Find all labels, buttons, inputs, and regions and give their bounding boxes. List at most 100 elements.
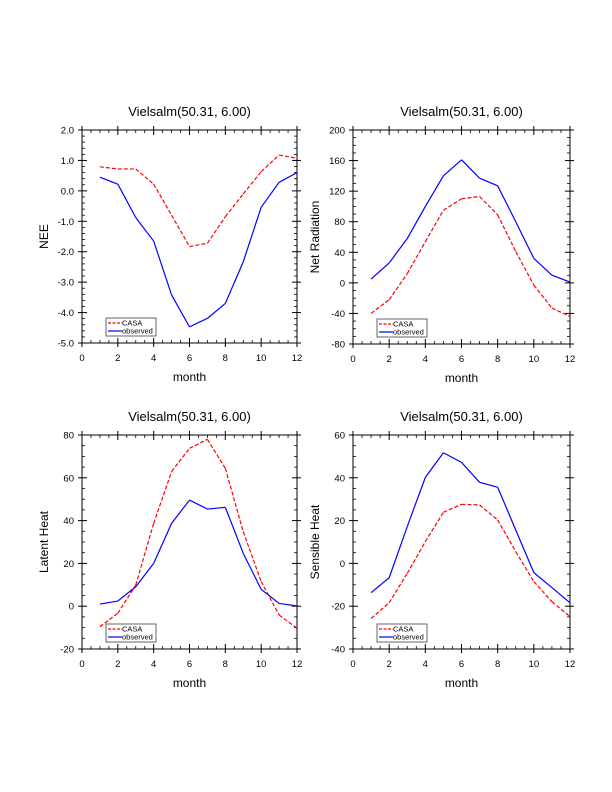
series-segment (461, 159, 481, 179)
series-segment (479, 481, 498, 488)
chart-panel-2: Vielsalm(50.31, 6.00) 0 2 4 6 8 10 12 month -80 -4… (308, 104, 575, 385)
series-segment (242, 531, 262, 582)
series-casa (370, 195, 571, 318)
series-segment (171, 499, 190, 524)
series-segment (424, 452, 444, 478)
series-segment (370, 299, 390, 314)
y-tick-label: -4.0 (58, 308, 74, 319)
legend-label-observed: observed (122, 633, 153, 642)
y-tick-label: 40 (334, 473, 345, 484)
series-segment (424, 175, 444, 207)
series-segment (388, 273, 408, 301)
series-segment (497, 519, 517, 552)
series-observed (99, 499, 298, 607)
chart-title: Vielsalm(50.31, 6.00) (400, 104, 523, 119)
series-segment (260, 181, 280, 208)
series-segment (497, 185, 517, 222)
series-segment (497, 214, 517, 252)
y-tick-label: 120 (329, 187, 345, 198)
y-tick-label: -20 (331, 602, 345, 613)
y-tick-label: 80 (334, 217, 345, 228)
x-tick-label: 6 (187, 659, 192, 670)
series-segment (224, 468, 244, 532)
y-tick-label: 20 (334, 516, 345, 527)
x-axis-label: month (445, 371, 478, 385)
x-tick-label: 6 (459, 354, 464, 365)
x-tick-label: 10 (256, 659, 267, 670)
series-segment (533, 581, 553, 603)
y-tick-label: 1.0 (61, 156, 74, 167)
series-segment (443, 159, 462, 177)
series-segment (99, 612, 119, 628)
y-tick-label: -1.0 (58, 217, 74, 228)
x-tick-label: 0 (350, 354, 355, 365)
y-tick-label: -20 (60, 645, 74, 656)
series-segment (551, 274, 571, 283)
x-tick-label: 10 (529, 354, 540, 365)
series-segment (117, 586, 137, 602)
x-tick-label: 2 (387, 659, 392, 670)
series-segment (260, 581, 280, 616)
series-segment (153, 240, 173, 296)
chart-panel-1: Vielsalm(50.31, 6.00) 0 2 4 6 8 10 12 month -5.0 -… (37, 104, 302, 384)
series-segment (171, 214, 191, 247)
x-tick-label: 2 (115, 353, 120, 364)
chart-title: Vielsalm(50.31, 6.00) (400, 409, 523, 424)
y-tick-label: -3.0 (58, 278, 74, 289)
series-segment (443, 503, 462, 513)
series-segment (461, 195, 480, 200)
y-tick-label: -40 (331, 309, 345, 320)
chart-title: Vielsalm(50.31, 6.00) (128, 409, 251, 424)
x-tick-label: 6 (459, 659, 464, 670)
series-segment (189, 438, 208, 449)
series-segment (370, 602, 390, 619)
series-segment (406, 541, 426, 574)
y-tick-label: -5.0 (58, 339, 74, 350)
chart-title: Vielsalm(50.31, 6.00) (128, 104, 251, 119)
x-axis-label: month (173, 676, 206, 690)
x-tick-label: 12 (292, 353, 303, 364)
series-segment (406, 477, 426, 527)
series-segment (99, 176, 119, 185)
series-segment (189, 499, 208, 510)
series-segment (479, 504, 499, 521)
series-segment (99, 166, 118, 170)
x-axis: 0 2 4 6 8 10 12 (350, 431, 575, 670)
series-segment (189, 242, 208, 248)
y-tick-label: 60 (63, 473, 74, 484)
x-axis-label: month (173, 370, 206, 384)
series-segment (242, 207, 262, 262)
x-tick-label: 12 (565, 659, 576, 670)
x-axis: 0 2 4 6 8 10 12 (79, 126, 302, 364)
series-segment (224, 193, 244, 218)
series-segment (224, 507, 244, 554)
x-tick-label: 2 (115, 659, 120, 670)
series-segment (533, 572, 553, 589)
x-tick-label: 4 (423, 354, 428, 365)
y-tick-label: 40 (63, 516, 74, 527)
x-tick-label: 6 (187, 353, 192, 364)
x-tick-label: 0 (350, 659, 355, 670)
x-tick-label: 10 (256, 353, 267, 364)
series-segment (207, 302, 226, 319)
series-observed (99, 172, 298, 328)
y-axis-label: Net Radiation (308, 201, 322, 274)
series-segment (551, 587, 571, 604)
series-segment (135, 523, 155, 586)
series-segment (242, 171, 262, 195)
series-segment (515, 251, 535, 286)
series-segment (388, 526, 408, 578)
series-segment (406, 241, 426, 274)
x-tick-label: 12 (565, 354, 576, 365)
series-segment (278, 602, 298, 607)
series-casa (99, 154, 298, 248)
series-segment (278, 614, 298, 629)
series-segment (533, 257, 553, 276)
y-axis: -40 -20 0 20 40 60 (331, 431, 574, 656)
series-segment (479, 177, 498, 187)
series-segment (370, 262, 390, 280)
x-tick-label: 4 (151, 353, 156, 364)
